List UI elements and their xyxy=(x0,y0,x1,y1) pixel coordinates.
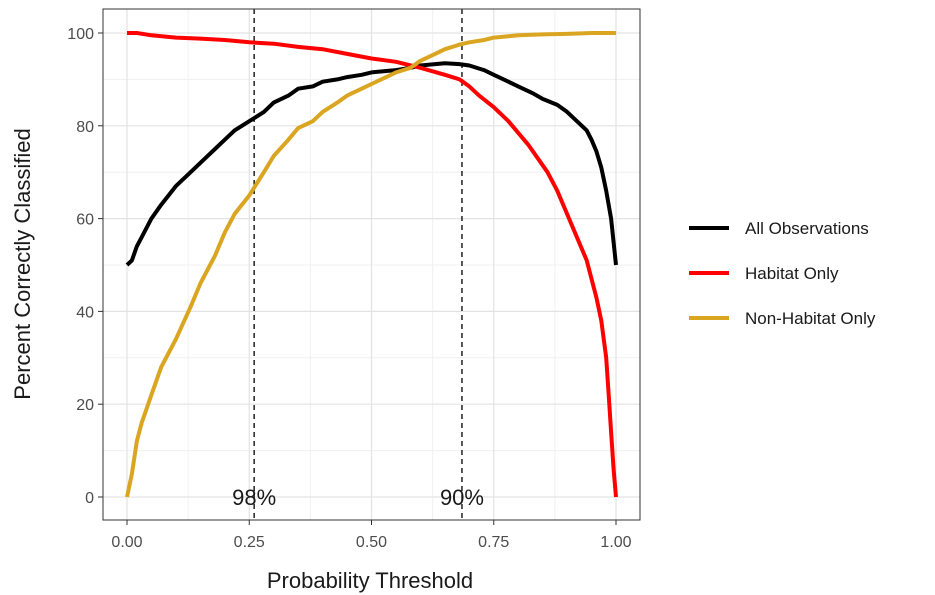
x-axis-title: Probability Threshold xyxy=(267,568,473,593)
y-tick-label: 80 xyxy=(76,119,94,136)
y-tick-label: 60 xyxy=(76,212,94,229)
x-tick-label: 1.00 xyxy=(600,534,631,551)
y-tick-label: 100 xyxy=(67,26,94,43)
legend-label: Habitat Only xyxy=(745,264,839,283)
threshold-label: 98% xyxy=(232,485,276,510)
y-tick-label: 20 xyxy=(76,397,94,414)
legend-label: Non-Habitat Only xyxy=(745,309,876,328)
x-tick-label: 0.75 xyxy=(478,534,509,551)
y-tick-label: 0 xyxy=(85,490,94,507)
axes: 0.00 0.25 0.50 0.75 1.00 0 20 40 60 80 100 xyxy=(67,26,631,551)
legend-label: All Observations xyxy=(745,219,869,238)
threshold-label: 90% xyxy=(440,485,484,510)
x-tick-label: 0.25 xyxy=(234,534,265,551)
x-tick-label: 0.00 xyxy=(111,534,142,551)
y-tick-label: 40 xyxy=(76,304,94,321)
x-tick-label: 0.50 xyxy=(356,534,387,551)
y-axis-title: Percent Correctly Classified xyxy=(10,128,35,399)
legend: All Observations Habitat Only Non-Habitat … xyxy=(689,219,876,328)
